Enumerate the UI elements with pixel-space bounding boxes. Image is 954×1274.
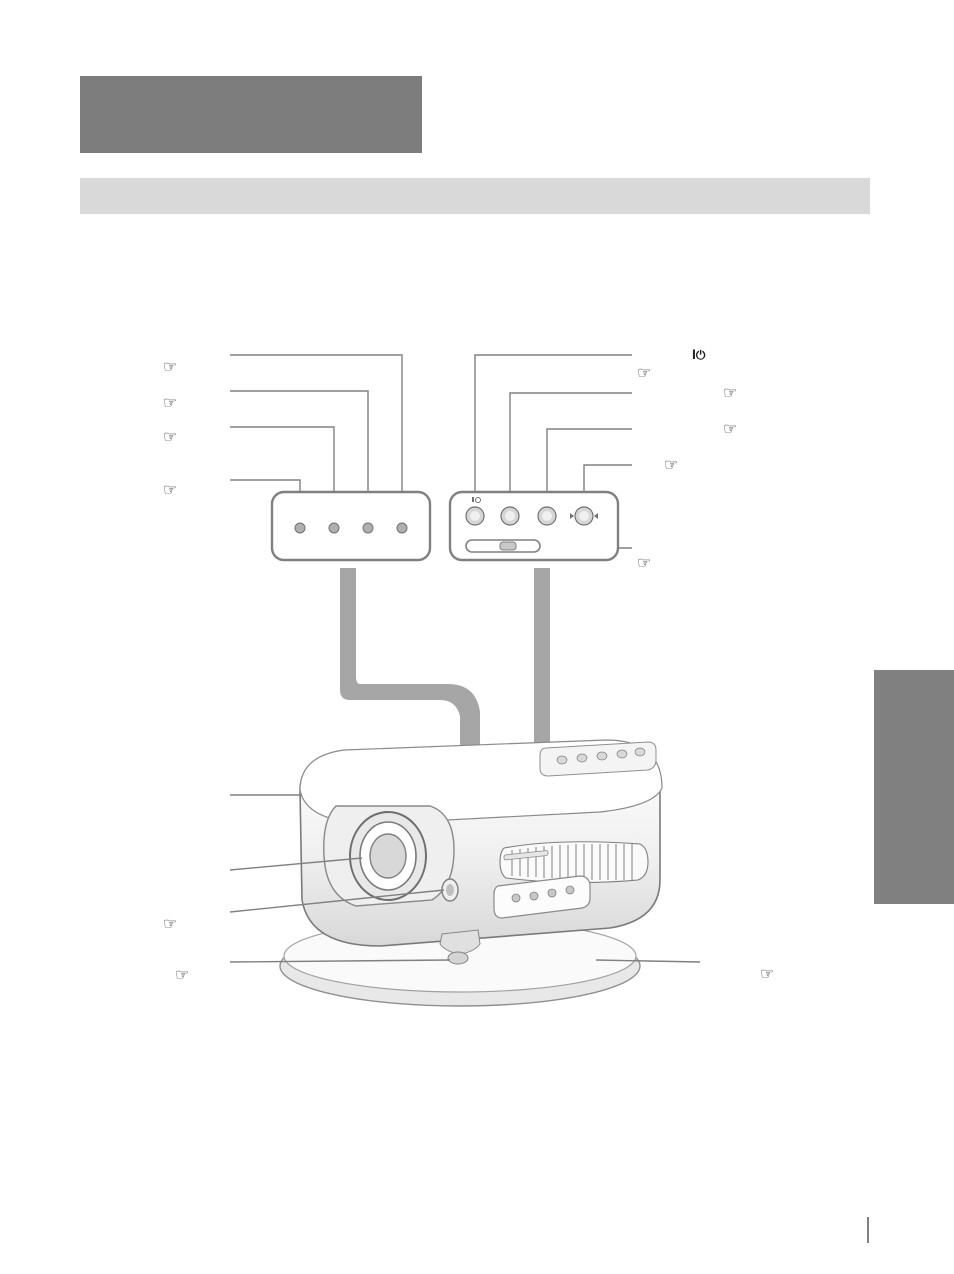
pointer-icon: ☞	[637, 363, 653, 383]
side-index-tab	[874, 670, 954, 904]
projector-diagram	[80, 330, 870, 1010]
pointer-icon: ☞	[163, 914, 179, 934]
indicator-panel	[272, 492, 430, 560]
pointer-icon: ☞	[637, 553, 653, 573]
section-heading-band	[80, 178, 870, 214]
chapter-heading-band	[80, 76, 422, 153]
pointer-icon: ☞	[163, 357, 179, 377]
pointer-icon: ☞	[664, 455, 680, 475]
page-number-separator	[867, 1217, 869, 1243]
projector-body	[280, 740, 662, 1006]
pointer-icon: ☞	[723, 419, 739, 439]
pointer-icon: ☞	[163, 427, 179, 447]
pointer-icon: ☞	[760, 964, 776, 984]
pointer-icon: ☞	[723, 383, 739, 403]
pointer-icon: ☞	[163, 393, 179, 413]
power-glyph: I⏻	[692, 346, 705, 363]
pointer-icon: ☞	[163, 480, 179, 500]
control-panel	[450, 492, 618, 560]
pointer-icon: ☞	[175, 965, 191, 985]
